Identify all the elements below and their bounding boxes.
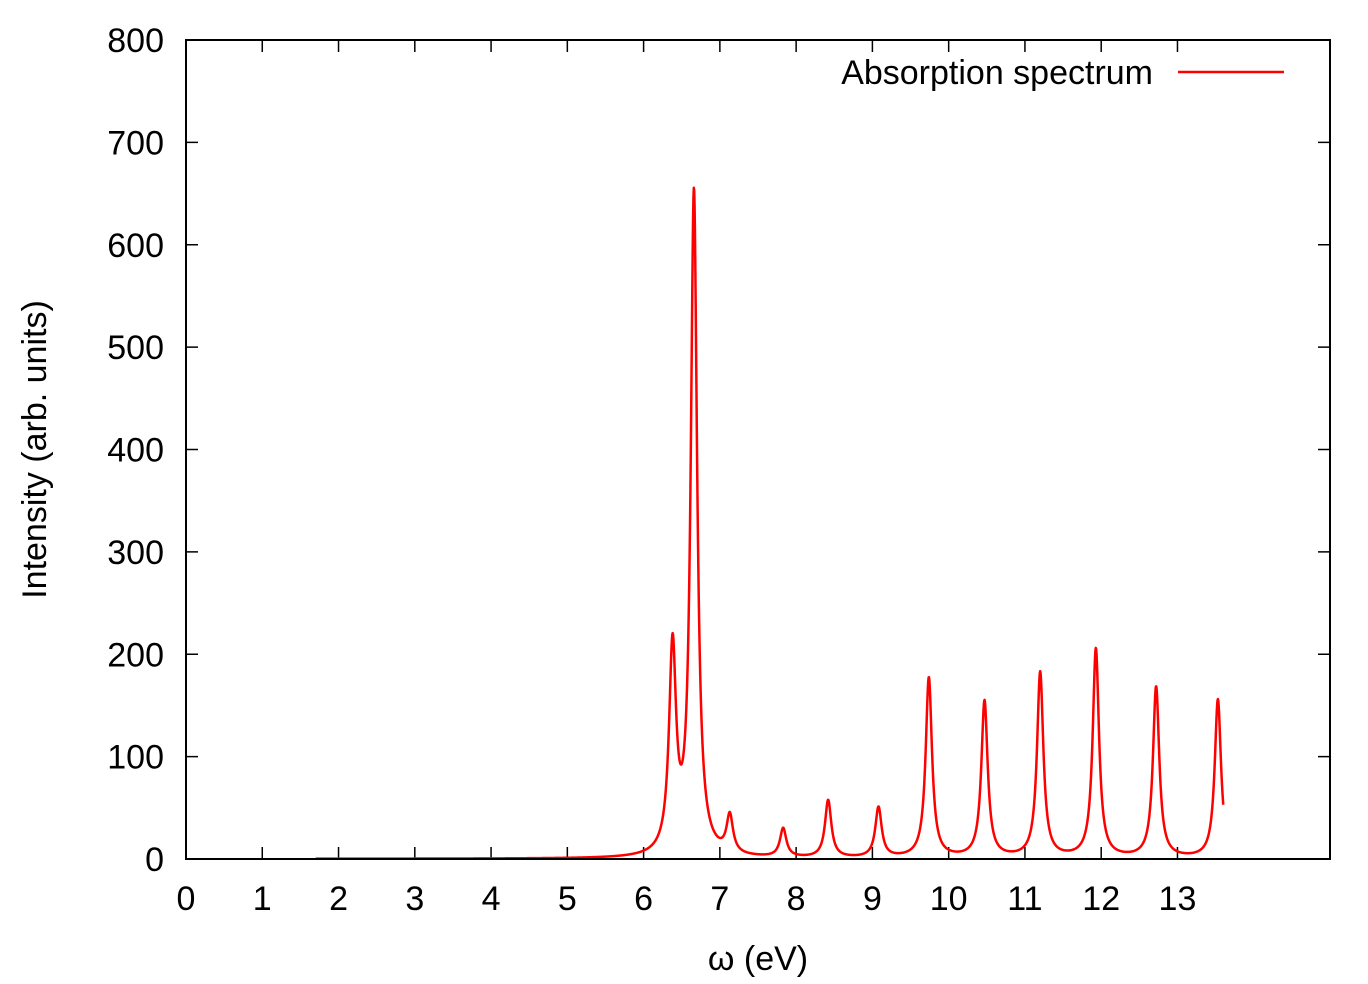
- x-tick-label: 9: [863, 880, 882, 918]
- y-tick-label: 200: [107, 636, 164, 674]
- x-tick-label: 4: [482, 880, 501, 918]
- x-tick-label: 13: [1159, 880, 1197, 918]
- y-axis-label: Intensity (arb. units): [16, 300, 54, 599]
- x-tick-label: 11: [1007, 880, 1042, 918]
- y-axis-ticks: 0 100 200 300 400 500 600 700 800: [107, 22, 1330, 879]
- x-tick-label: 1: [253, 880, 272, 918]
- y-tick-label: 600: [107, 227, 164, 265]
- x-tick-label: 8: [787, 880, 806, 918]
- x-tick-label: 3: [405, 880, 424, 918]
- x-axis-label: ω (eV): [708, 940, 808, 978]
- y-tick-label: 500: [107, 329, 164, 367]
- y-tick-label: 0: [145, 841, 164, 879]
- y-tick-label: 300: [107, 534, 164, 572]
- y-tick-label: 700: [107, 124, 164, 162]
- x-tick-label: 12: [1082, 880, 1120, 918]
- plot-frame: [185, 39, 1331, 860]
- y-tick-label: 100: [107, 739, 164, 777]
- x-tick-label: 7: [710, 880, 729, 918]
- series-line: [314, 186, 1225, 860]
- x-tick-label: 5: [558, 880, 577, 918]
- y-tick-label: 400: [107, 432, 164, 470]
- y-tick-label: 800: [107, 22, 164, 60]
- x-tick-label: 2: [329, 880, 348, 918]
- legend-label: Absorption spectrum: [841, 54, 1153, 92]
- x-tick-label: 6: [634, 880, 653, 918]
- x-axis-ticks: 0 1 2 3 4 5 6 7 8 9 10 11 12 13: [177, 40, 1197, 918]
- x-tick-label: 0: [177, 880, 196, 918]
- x-tick-label: 10: [930, 880, 968, 918]
- series-layer: [314, 186, 1225, 860]
- legend: Absorption spectrum: [841, 54, 1284, 92]
